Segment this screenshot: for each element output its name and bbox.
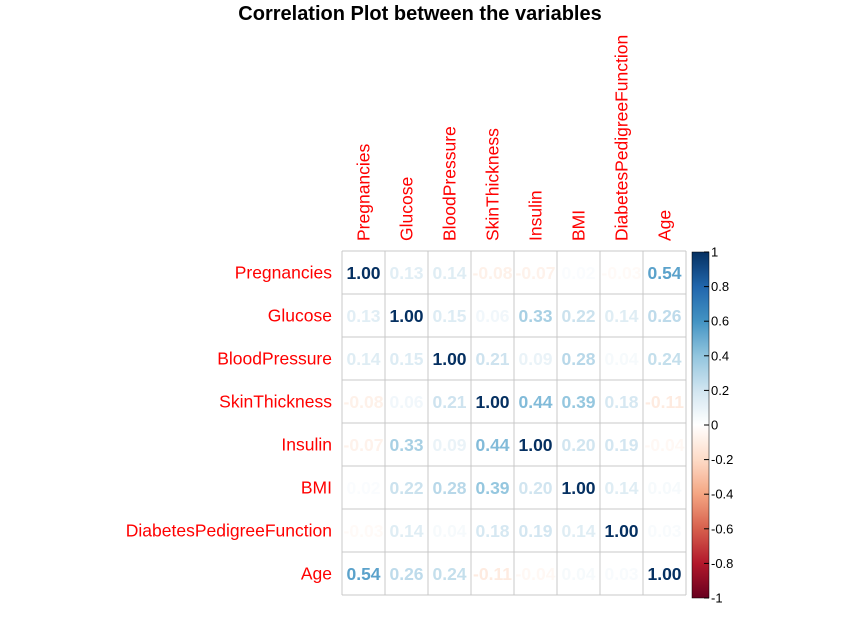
cell-value-pregnancies-bmi: 0.02 bbox=[561, 263, 595, 283]
cell-value-age-diabetes-pedigree-function: 0.03 bbox=[604, 564, 638, 584]
colorbar-tick-label: 0.2 bbox=[711, 383, 729, 398]
grid-layer bbox=[341, 250, 687, 596]
cell-value-insulin-glucose: 0.33 bbox=[389, 435, 423, 455]
cell-value-insulin-skin-thickness: 0.44 bbox=[475, 435, 509, 455]
cell-value-diabetes-pedigree-function-diabetes-pedigree-function: 1.00 bbox=[604, 521, 638, 541]
cell-value-insulin-bmi: 0.20 bbox=[561, 435, 595, 455]
column-label-blood-pressure: BloodPressure bbox=[440, 126, 460, 241]
row-label-diabetes-pedigree-function: DiabetesPedigreeFunction bbox=[126, 521, 332, 541]
row-label-insulin: Insulin bbox=[281, 435, 332, 455]
chart-title: Correlation Plot between the variables bbox=[238, 3, 601, 25]
cell-value-glucose-skin-thickness: 0.06 bbox=[475, 306, 509, 326]
column-label-pregnancies: Pregnancies bbox=[354, 143, 374, 241]
column-label-diabetes-pedigree-function: DiabetesPedigreeFunction bbox=[612, 35, 632, 241]
column-label-skin-thickness: SkinThickness bbox=[483, 128, 503, 241]
cell-value-pregnancies-blood-pressure: 0.14 bbox=[432, 263, 466, 283]
row-label-skin-thickness: SkinThickness bbox=[219, 392, 332, 412]
colorbar-tick-label: 0.4 bbox=[711, 348, 729, 363]
cell-value-skin-thickness-blood-pressure: 0.21 bbox=[432, 392, 466, 412]
cell-value-glucose-insulin: 0.33 bbox=[518, 306, 552, 326]
cell-value-skin-thickness-bmi: 0.39 bbox=[561, 392, 595, 412]
row-label-pregnancies: Pregnancies bbox=[235, 263, 333, 283]
cell-value-diabetes-pedigree-function-insulin: 0.19 bbox=[518, 521, 552, 541]
cell-value-bmi-insulin: 0.20 bbox=[518, 478, 552, 498]
cell-value-glucose-pregnancies: 0.13 bbox=[346, 306, 380, 326]
cell-value-blood-pressure-diabetes-pedigree-function: 0.04 bbox=[604, 349, 638, 369]
cell-value-blood-pressure-bmi: 0.28 bbox=[561, 349, 595, 369]
cell-value-age-age: 1.00 bbox=[647, 564, 681, 584]
cell-value-blood-pressure-age: 0.24 bbox=[647, 349, 681, 369]
cell-value-bmi-diabetes-pedigree-function: 0.14 bbox=[604, 478, 638, 498]
cell-value-pregnancies-glucose: 0.13 bbox=[389, 263, 423, 283]
cell-value-glucose-bmi: 0.22 bbox=[561, 306, 595, 326]
cell-value-insulin-insulin: 1.00 bbox=[518, 435, 552, 455]
colorbar-tick-label: -0.2 bbox=[711, 452, 733, 467]
row-label-age: Age bbox=[301, 564, 332, 584]
colorbar-tick-label: -0.6 bbox=[711, 521, 733, 536]
cell-value-skin-thickness-glucose: 0.06 bbox=[389, 392, 423, 412]
cell-value-age-blood-pressure: 0.24 bbox=[432, 564, 466, 584]
cell-value-blood-pressure-insulin: 0.09 bbox=[518, 349, 552, 369]
cell-value-age-skin-thickness: -0.11 bbox=[473, 564, 512, 584]
cell-value-blood-pressure-skin-thickness: 0.21 bbox=[475, 349, 509, 369]
cell-value-bmi-bmi: 1.00 bbox=[561, 478, 595, 498]
cell-value-diabetes-pedigree-function-bmi: 0.14 bbox=[561, 521, 595, 541]
cell-value-pregnancies-age: 0.54 bbox=[647, 263, 681, 283]
cell-value-blood-pressure-glucose: 0.15 bbox=[389, 349, 423, 369]
cell-value-age-pregnancies: 0.54 bbox=[346, 564, 380, 584]
cell-value-diabetes-pedigree-function-skin-thickness: 0.18 bbox=[475, 521, 509, 541]
cell-value-age-glucose: 0.26 bbox=[389, 564, 423, 584]
colorbar-tick-label: -0.8 bbox=[711, 556, 733, 571]
colorbar-tick-label: 0.8 bbox=[711, 279, 729, 294]
cell-value-pregnancies-diabetes-pedigree-function: -0.03 bbox=[602, 263, 642, 283]
row-labels: Pregnancies Glucose BloodPressure SkinThick… bbox=[126, 263, 332, 584]
cell-value-skin-thickness-insulin: 0.44 bbox=[518, 392, 552, 412]
row-label-glucose: Glucose bbox=[268, 306, 332, 326]
cell-value-insulin-blood-pressure: 0.09 bbox=[432, 435, 466, 455]
cell-value-blood-pressure-pregnancies: 0.14 bbox=[346, 349, 380, 369]
cell-value-bmi-pregnancies: 0.02 bbox=[346, 478, 380, 498]
colorbar-tick-label: 0 bbox=[711, 418, 718, 433]
cell-value-bmi-skin-thickness: 0.39 bbox=[475, 478, 509, 498]
cell-value-blood-pressure-blood-pressure: 1.00 bbox=[432, 349, 466, 369]
column-labels: Pregnancies Glucose BloodPressure SkinThick… bbox=[354, 35, 675, 241]
colorbar-tick-label: -1 bbox=[711, 591, 723, 606]
colorbar-tick-label: -0.4 bbox=[711, 487, 733, 502]
cell-value-age-insulin: -0.04 bbox=[516, 564, 556, 584]
cell-value-pregnancies-insulin: -0.07 bbox=[516, 263, 556, 283]
cell-value-pregnancies-pregnancies: 1.00 bbox=[346, 263, 380, 283]
cell-value-insulin-pregnancies: -0.07 bbox=[344, 435, 384, 455]
colorbar: 1 0.8 0.6 0.4 0.2 0 -0.2 -0.4 -0.6 -0.8 -1 bbox=[691, 245, 733, 606]
cell-value-glucose-diabetes-pedigree-function: 0.14 bbox=[604, 306, 638, 326]
cell-value-diabetes-pedigree-function-blood-pressure: 0.04 bbox=[432, 521, 466, 541]
column-label-age: Age bbox=[655, 210, 675, 241]
row-label-blood-pressure: BloodPressure bbox=[217, 349, 332, 369]
cell-value-bmi-age: 0.04 bbox=[647, 478, 681, 498]
cell-value-skin-thickness-skin-thickness: 1.00 bbox=[475, 392, 509, 412]
cell-value-insulin-diabetes-pedigree-function: 0.19 bbox=[604, 435, 638, 455]
cell-value-skin-thickness-pregnancies: -0.08 bbox=[344, 392, 384, 412]
cell-value-glucose-glucose: 1.00 bbox=[389, 306, 423, 326]
column-label-insulin: Insulin bbox=[526, 190, 546, 241]
cell-value-pregnancies-skin-thickness: -0.08 bbox=[473, 263, 513, 283]
cell-value-glucose-blood-pressure: 0.15 bbox=[432, 306, 466, 326]
colorbar-tick-label: 1 bbox=[711, 245, 718, 260]
cell-value-skin-thickness-diabetes-pedigree-function: 0.18 bbox=[604, 392, 638, 412]
column-label-bmi: BMI bbox=[569, 210, 589, 241]
cell-value-diabetes-pedigree-function-pregnancies: -0.03 bbox=[344, 521, 384, 541]
row-label-bmi: BMI bbox=[301, 478, 332, 498]
cell-value-bmi-blood-pressure: 0.28 bbox=[432, 478, 466, 498]
colorbar-tick-label: 0.6 bbox=[711, 314, 729, 329]
cell-value-bmi-glucose: 0.22 bbox=[389, 478, 423, 498]
cell-value-age-bmi: 0.04 bbox=[561, 564, 595, 584]
cell-value-diabetes-pedigree-function-age: 0.03 bbox=[647, 521, 681, 541]
cell-value-skin-thickness-age: -0.11 bbox=[645, 392, 684, 412]
cells-layer: 1.00 0.13 0.14 -0.08 -0.07 0.02 -0.03 0.540.13 1… bbox=[344, 263, 685, 584]
cell-value-glucose-age: 0.26 bbox=[647, 306, 681, 326]
cell-value-insulin-age: -0.04 bbox=[645, 435, 685, 455]
cell-value-diabetes-pedigree-function-glucose: 0.14 bbox=[389, 521, 423, 541]
column-label-glucose: Glucose bbox=[397, 177, 417, 241]
